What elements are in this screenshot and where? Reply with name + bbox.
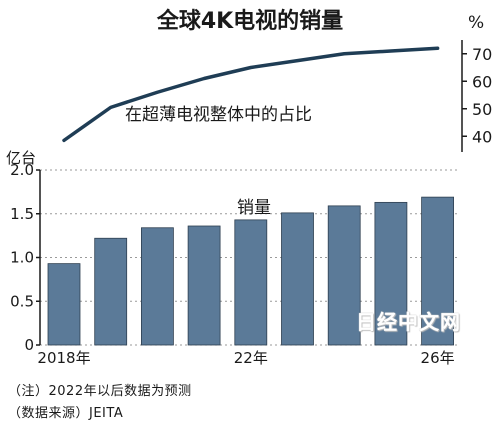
series-label-share: 在超薄电视整体中的占比 — [125, 105, 312, 125]
sales-bar-chart: 亿台 0 0.5 1.0 1.5 2.0 销量 2018年 22年 26年 — [6, 149, 458, 367]
x-tick-label: 22年 — [234, 349, 268, 367]
share-series-line — [62, 46, 440, 143]
right-tick-label: 50 — [472, 100, 492, 119]
x-tick-label: 2018年 — [37, 349, 90, 367]
left-tick-label: 0.5 — [10, 292, 34, 310]
x-tick-label: 26年 — [421, 349, 455, 367]
left-axis-unit: 亿台 — [6, 149, 36, 167]
left-tick-label: 0 — [24, 336, 34, 354]
chart-title: 全球4K电视的销量 — [156, 8, 343, 34]
bar-2022 — [234, 219, 268, 346]
bar-2018 — [47, 263, 81, 346]
right-tick-label: 60 — [472, 72, 492, 91]
share-line-chart: % 40 50 60 70 在超薄电视整体中的占比 — [62, 13, 492, 152]
right-tick-label: 70 — [472, 45, 492, 64]
forecast-note: （注）2022年以后数据为预测 — [8, 384, 192, 399]
bar-2023 — [281, 212, 314, 346]
source-note: （数据来源）JEITA — [8, 406, 124, 421]
left-tick-label: 2.0 — [10, 161, 34, 179]
bar-2025 — [374, 201, 408, 346]
watermark: 日经中文网 — [356, 310, 461, 334]
right-axis-unit: % — [468, 13, 484, 33]
bar-2021 — [187, 225, 221, 346]
bar-2024 — [327, 205, 361, 346]
left-tick-label: 1.0 — [10, 249, 34, 267]
bar-series-label: 销量 — [237, 198, 271, 218]
left-tick-label: 1.5 — [10, 205, 34, 223]
bar-2020 — [140, 227, 174, 346]
bar-2019 — [94, 237, 128, 346]
bar-2026 — [421, 196, 455, 346]
right-tick-label: 40 — [472, 127, 492, 146]
